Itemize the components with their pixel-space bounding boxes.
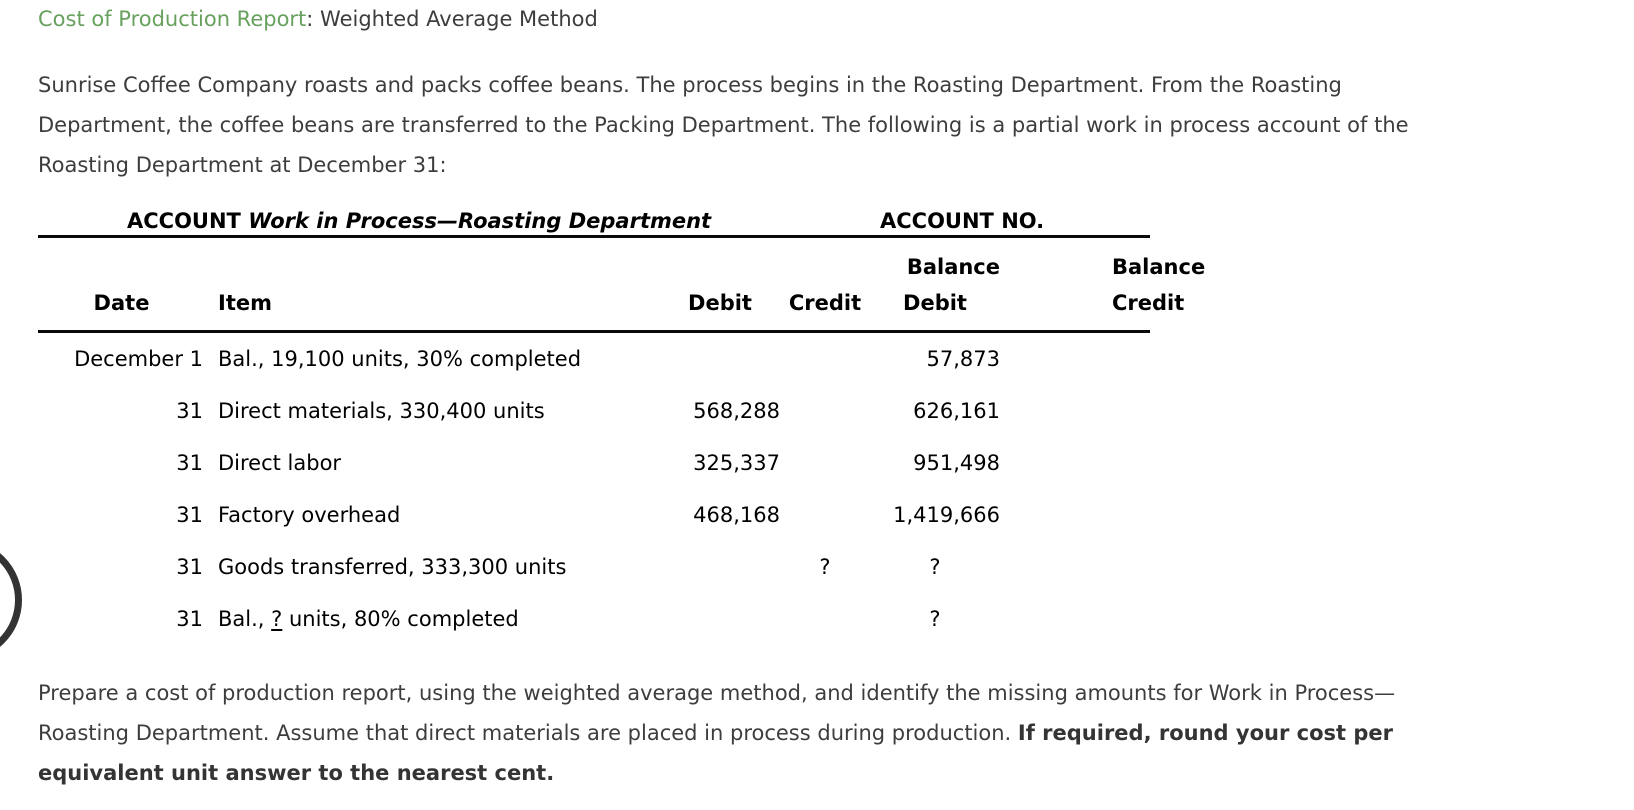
date-cell: 31 bbox=[176, 607, 203, 631]
account-title: ACCOUNT Work in Process—Roasting Departm… bbox=[127, 209, 711, 233]
column-header-row: Date Item Debit Credit Debit Credit bbox=[38, 290, 1185, 316]
page-title-suffix: : Weighted Average Method bbox=[306, 7, 598, 31]
balance-debit-group-header: Balance bbox=[906, 255, 1000, 279]
table-row-ending-balance: 31 Bal., ? units, 80% completed ? bbox=[38, 593, 1150, 645]
credit-column-header: Credit bbox=[788, 291, 862, 315]
cost-of-production-report-link[interactable]: Cost of Production Report bbox=[38, 7, 307, 31]
intro-line-2: Department, the coffee beans are transfe… bbox=[38, 113, 1409, 137]
item-cell: Direct materials, 330,400 units bbox=[218, 399, 545, 423]
instructions-line-2-normal: Roasting Department. Assume that direct … bbox=[38, 721, 1018, 745]
balance-debit-cell: ? bbox=[929, 555, 941, 579]
debit-cell: 568,288 bbox=[693, 399, 780, 423]
item-text-suffix: units, 80% completed bbox=[282, 607, 519, 631]
account-label: ACCOUNT bbox=[127, 209, 241, 233]
item-cell: Bal., ? units, 80% completed bbox=[205, 607, 660, 631]
debit-column-header: Debit bbox=[688, 291, 752, 315]
item-cell: Direct labor bbox=[218, 451, 342, 475]
instructions-line-2: Roasting Department. Assume that direct … bbox=[38, 713, 1634, 753]
table-row-direct-materials: 31 Direct materials, 330,400 units 568,2… bbox=[38, 385, 1150, 437]
table-row-goods-transferred: 31 Goods transferred, 333,300 units ? ? bbox=[38, 541, 1150, 593]
balance-debit-cell: 57,873 bbox=[926, 347, 1000, 371]
balance-credit-group-header: Balance bbox=[1112, 255, 1206, 279]
date-cell: December 1 bbox=[74, 347, 203, 371]
credit-cell: ? bbox=[819, 555, 831, 579]
item-cell: Bal., 19,100 units, 30% completed bbox=[218, 347, 582, 371]
item-text-prefix: Bal., bbox=[218, 607, 272, 631]
table-row-beginning-balance: December 1 Bal., 19,100 units, 30% compl… bbox=[38, 333, 1150, 385]
instructions-line-1: Prepare a cost of production report, usi… bbox=[38, 681, 1396, 705]
balance-credit-column-header: Credit bbox=[1112, 291, 1185, 315]
instructions-line-2-bold: If required, round your cost per bbox=[1017, 721, 1393, 745]
page-title: Cost of Production Report: Weighted Aver… bbox=[38, 6, 1634, 32]
account-name: Work in Process—Roasting Department bbox=[248, 209, 712, 233]
date-cell: 31 bbox=[176, 503, 203, 527]
item-column-header: Item bbox=[218, 291, 272, 315]
intro-line-1: Sunrise Coffee Company roasts and packs … bbox=[38, 73, 1342, 97]
problem-page: Cost of Production Report: Weighted Aver… bbox=[38, 6, 1634, 793]
balance-debit-cell: 1,419,666 bbox=[893, 503, 1000, 527]
balance-debit-cell: 951,498 bbox=[913, 451, 1000, 475]
unknown-units-placeholder: ? bbox=[271, 607, 283, 631]
account-no-label: ACCOUNT NO. bbox=[880, 209, 1045, 233]
debit-cell: 325,337 bbox=[693, 451, 780, 475]
balance-debit-column-header: Debit bbox=[903, 291, 967, 315]
date-cell: 31 bbox=[176, 399, 203, 423]
account-table-body: December 1 Bal., 19,100 units, 30% compl… bbox=[38, 333, 1150, 645]
debit-cell: 468,168 bbox=[693, 503, 780, 527]
table-row-direct-labor: 31 Direct labor 325,337 951,498 bbox=[38, 437, 1150, 489]
balance-group-header-row: Balance Balance bbox=[38, 254, 1206, 280]
item-cell: Factory overhead bbox=[218, 503, 401, 527]
instructions-paragraph: Prepare a cost of production report, usi… bbox=[38, 673, 1634, 793]
intro-line-3: Roasting Department at December 31: bbox=[38, 153, 447, 177]
table-row-factory-overhead: 31 Factory overhead 468,168 1,419,666 bbox=[38, 489, 1150, 541]
work-in-process-account-table: ACCOUNT Work in Process—Roasting Departm… bbox=[38, 201, 1206, 645]
date-column-header: Date bbox=[93, 291, 150, 315]
date-cell: 31 bbox=[176, 555, 203, 579]
intro-paragraph: Sunrise Coffee Company roasts and packs … bbox=[38, 65, 1634, 185]
account-title-row: ACCOUNT Work in Process—Roasting Departm… bbox=[38, 201, 1150, 235]
date-cell: 31 bbox=[176, 451, 203, 475]
account-table-header: Balance Balance Date Item Debit Credit D… bbox=[38, 235, 1206, 333]
instructions-line-3: equivalent unit answer to the nearest ce… bbox=[38, 761, 555, 785]
balance-debit-cell: ? bbox=[929, 607, 941, 631]
balance-debit-cell: 626,161 bbox=[913, 399, 1000, 423]
item-cell: Goods transferred, 333,300 units bbox=[218, 555, 567, 579]
